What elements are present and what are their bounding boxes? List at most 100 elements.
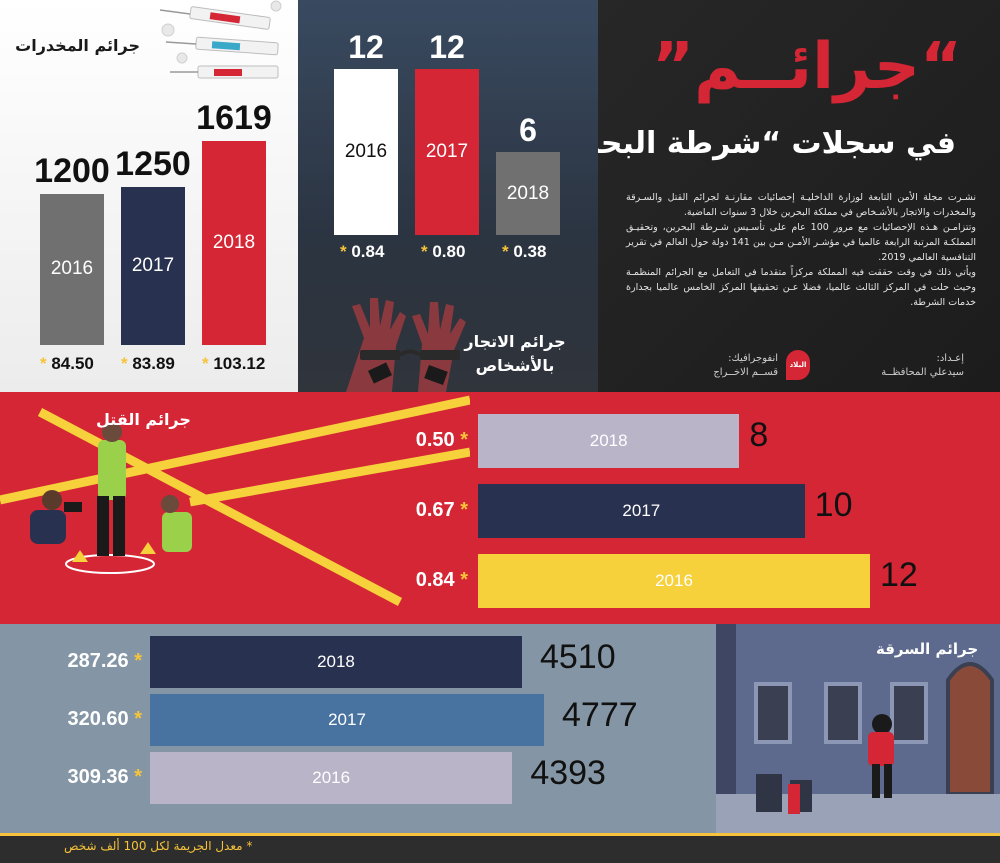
rate-star: * bbox=[40, 354, 52, 373]
rate-value: 320.60 bbox=[67, 708, 129, 730]
bar: 2016 bbox=[150, 752, 513, 804]
bar-value-label: 4777 bbox=[562, 696, 638, 734]
intro-paragraph: وتتزامـن هـذه الإحصائيات مع مرور 100 عام… bbox=[626, 222, 976, 263]
bar: 2018 bbox=[150, 636, 522, 688]
rate-value: 0.84 bbox=[351, 242, 385, 261]
intro-paragraph: نشـرت مجلة الأمن التابعة لوزارة الداخليـ… bbox=[626, 192, 976, 218]
rate-value: 0.67 bbox=[415, 499, 455, 521]
rate-star: * bbox=[421, 242, 433, 261]
rate-label: * 0.80 bbox=[421, 242, 465, 262]
graphics-by: انفوجرافيك: قســم الاخــراج bbox=[713, 352, 778, 380]
rate-value: 83.89 bbox=[132, 354, 175, 373]
bar-year-label: 2016 bbox=[344, 141, 388, 162]
newspaper-logo: البلاد bbox=[786, 350, 810, 380]
bar-value-label: 10 bbox=[814, 486, 853, 524]
rate-star: * bbox=[340, 242, 352, 261]
rate-label: * 0.84 bbox=[340, 242, 384, 262]
bar: 2016 bbox=[478, 554, 870, 608]
rate-label: * 320.60 bbox=[50, 708, 142, 731]
rate-star: * bbox=[454, 499, 468, 521]
syringes-illustration bbox=[159, 0, 282, 79]
rate-value: 0.50 bbox=[415, 429, 455, 451]
theft-panel: جرائم السرقة 2018 4510 * 287.26 2017 4777 * 3… bbox=[0, 624, 1000, 833]
bar-year-label: 2016 bbox=[312, 768, 351, 787]
rate-star: * bbox=[128, 650, 142, 672]
trafficking-panel: جرائم الاتجار بالأشخاص 2016 12 * 0.84 2017 1… bbox=[298, 0, 598, 392]
bar-year-label: 2018 bbox=[212, 232, 256, 253]
theft-title: جرائم السرقة bbox=[876, 640, 979, 658]
murder-title: جرائم القتل bbox=[96, 410, 191, 429]
footnote: * معدل الجريمة لكل 100 ألف شخص bbox=[64, 839, 253, 853]
chained-hands-illustration bbox=[346, 298, 466, 392]
bar-value-label: 4393 bbox=[530, 754, 606, 792]
intro-paragraph: ويأتي ذلك في وقت حققت فيه المملكة مركزاً… bbox=[626, 267, 976, 308]
bar-year-label: 2016 bbox=[655, 571, 693, 590]
trafficking-title: جرائم الاتجار بالأشخاص bbox=[464, 332, 566, 375]
main-title: “جرائــم” bbox=[652, 30, 962, 104]
rate-value: 84.50 bbox=[51, 354, 94, 373]
bar-year-label: 2017 bbox=[622, 501, 661, 520]
rate-value: 0.38 bbox=[513, 242, 547, 261]
footer: * معدل الجريمة لكل 100 ألف شخص bbox=[0, 833, 1000, 863]
street-burglary-illustration bbox=[716, 624, 1000, 833]
rate-star: * bbox=[202, 354, 214, 373]
bar-year-label: 2017 bbox=[131, 255, 175, 277]
bar: 2017 bbox=[121, 187, 185, 345]
rate-label: * 0.84 bbox=[390, 569, 468, 592]
rate-label: * 0.67 bbox=[390, 499, 468, 522]
rate-value: 0.84 bbox=[415, 569, 455, 591]
bar: 2018 bbox=[202, 141, 266, 345]
prepared-by-name: سيدعلي المحافظــة bbox=[881, 367, 964, 378]
bar-year-label: 2018 bbox=[506, 182, 550, 204]
rate-value: 0.80 bbox=[432, 242, 466, 261]
prepared-by: إعـداد: سيدعلي المحافظــة bbox=[881, 352, 964, 380]
rate-label: * 84.50 bbox=[40, 354, 94, 374]
bar-year-label: 2018 bbox=[317, 652, 355, 671]
rate-label: * 0.38 bbox=[502, 242, 546, 262]
rate-label: * 83.89 bbox=[121, 354, 175, 374]
rate-label: * 0.50 bbox=[390, 429, 468, 452]
bar-value-label: 1619 bbox=[196, 99, 272, 137]
intro-text: نشـرت مجلة الأمن التابعة لوزارة الداخليـ… bbox=[626, 190, 976, 310]
bar-year-label: 2017 bbox=[425, 141, 469, 162]
bar-value-label: 4510 bbox=[539, 638, 616, 676]
bar: 2017 bbox=[150, 694, 544, 746]
rate-star: * bbox=[121, 354, 133, 373]
rate-star: * bbox=[454, 429, 468, 451]
rate-star: * bbox=[128, 708, 142, 730]
bar-value-label: 1250 bbox=[115, 145, 191, 184]
rate-star: * bbox=[128, 766, 142, 788]
rate-label: * 309.36 bbox=[50, 766, 142, 789]
murder-panel: جرائم القتل 2018 8 * 0.50 2017 10 * 0.67 2016 1… bbox=[0, 392, 1000, 624]
bar-year-label: 2018 bbox=[589, 431, 628, 450]
graphics-by-label: انفوجرافيك: bbox=[728, 353, 778, 364]
prepared-by-label: إعـداد: bbox=[936, 353, 964, 364]
rate-value: 103.12 bbox=[213, 354, 266, 373]
drugs-title: جرائم المخدرات bbox=[15, 36, 140, 55]
rate-star: * bbox=[502, 242, 514, 261]
bar-value-label: 12 bbox=[880, 556, 918, 594]
bar-value-label: 6 bbox=[519, 112, 537, 148]
rate-label: * 103.12 bbox=[202, 354, 265, 374]
crime-scene-illustration bbox=[0, 395, 470, 606]
drugs-panel: جرائم المخدرات 2016 1200 * 84.50 2017 1250 * … bbox=[0, 0, 298, 392]
graphics-by-name: قســم الاخــراج bbox=[713, 367, 778, 378]
rate-value: 309.36 bbox=[67, 766, 129, 788]
bar-value-label: 1200 bbox=[34, 151, 110, 190]
bar: 2017 bbox=[478, 484, 805, 538]
bar: 2016 bbox=[334, 69, 398, 235]
bar-year-label: 2016 bbox=[50, 258, 94, 280]
bar: 2018 bbox=[478, 414, 740, 468]
title-panel: “جرائــم” في سجلات “شرطة البحرين“ نشـرت … bbox=[598, 0, 1000, 392]
bar: 2016 bbox=[40, 193, 104, 345]
bar-value-label: 12 bbox=[429, 29, 465, 65]
bar-value-label: 12 bbox=[348, 29, 384, 65]
bar-year-label: 2017 bbox=[328, 710, 366, 729]
bar: 2018 bbox=[496, 152, 560, 235]
subtitle: في سجلات “شرطة البحرين“ bbox=[598, 126, 956, 161]
rate-value: 287.26 bbox=[67, 650, 129, 672]
bar-value-label: 8 bbox=[749, 416, 769, 454]
rate-label: * 287.26 bbox=[50, 650, 142, 673]
bar: 2017 bbox=[415, 69, 479, 235]
